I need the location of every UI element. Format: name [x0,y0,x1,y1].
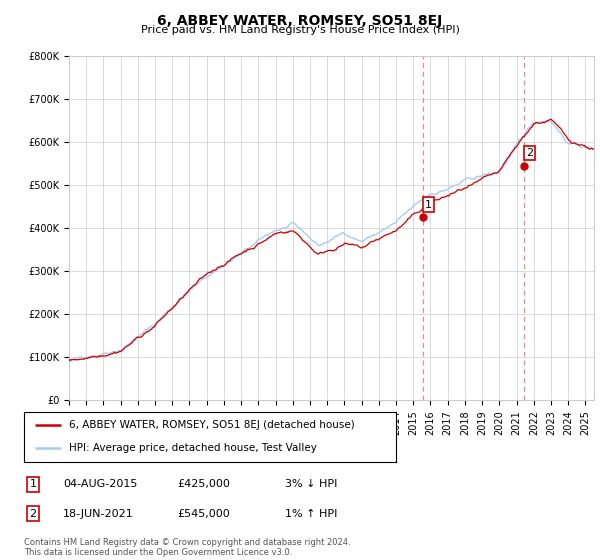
Text: £545,000: £545,000 [177,508,230,519]
Text: Contains HM Land Registry data © Crown copyright and database right 2024.
This d: Contains HM Land Registry data © Crown c… [24,538,350,557]
Text: Price paid vs. HM Land Registry's House Price Index (HPI): Price paid vs. HM Land Registry's House … [140,25,460,35]
Text: 3% ↓ HPI: 3% ↓ HPI [285,479,337,489]
Text: £425,000: £425,000 [177,479,230,489]
Text: 6, ABBEY WATER, ROMSEY, SO51 8EJ (detached house): 6, ABBEY WATER, ROMSEY, SO51 8EJ (detach… [68,420,355,430]
Text: 2: 2 [29,508,37,519]
Text: 6, ABBEY WATER, ROMSEY, SO51 8EJ: 6, ABBEY WATER, ROMSEY, SO51 8EJ [157,14,443,28]
Text: 1: 1 [29,479,37,489]
Text: 2: 2 [526,148,533,158]
Text: 04-AUG-2015: 04-AUG-2015 [63,479,137,489]
Text: 1% ↑ HPI: 1% ↑ HPI [285,508,337,519]
Text: HPI: Average price, detached house, Test Valley: HPI: Average price, detached house, Test… [68,444,317,454]
Text: 1: 1 [425,199,432,209]
Text: 18-JUN-2021: 18-JUN-2021 [63,508,134,519]
